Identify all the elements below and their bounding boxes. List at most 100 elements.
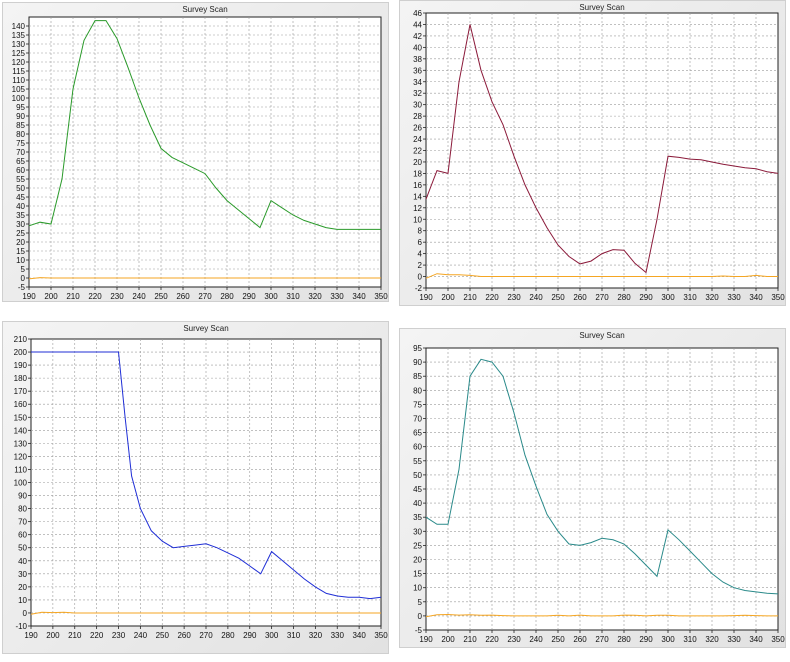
y-tick-label: 10	[16, 256, 25, 265]
y-tick-label: 20	[16, 238, 25, 247]
baseline-series-line	[28, 277, 381, 280]
x-tick-label: 210	[463, 293, 477, 302]
x-tick-label: 250	[154, 292, 168, 301]
x-tick-label: 190	[419, 293, 433, 302]
y-tick-label: 60	[16, 166, 25, 175]
x-tick-label: 350	[374, 292, 388, 301]
x-tick-label: 230	[507, 635, 521, 644]
x-tick-label: 290	[243, 631, 257, 640]
y-tick-label: 45	[16, 193, 25, 202]
y-tick-label: -5	[415, 626, 423, 635]
y-tick-label: 80	[413, 386, 422, 395]
y-tick-label: 160	[14, 400, 28, 409]
y-tick-label: 20	[18, 583, 27, 592]
baseline-series-line	[425, 273, 778, 279]
y-tick-label: 30	[413, 101, 422, 110]
y-tick-label: 75	[16, 139, 25, 148]
x-tick-label: 270	[198, 292, 212, 301]
y-tick-label: 90	[16, 112, 25, 121]
series-line	[425, 24, 779, 274]
x-tick-label: 190	[22, 292, 36, 301]
y-tick-label: 150	[14, 413, 28, 422]
x-tick-label: 260	[573, 635, 587, 644]
x-tick-label: 320	[309, 631, 323, 640]
y-tick-label: 16	[413, 181, 422, 190]
y-tick-label: 20	[413, 556, 422, 565]
y-tick-label: 4	[418, 250, 423, 259]
y-tick-label: 40	[413, 43, 422, 52]
x-tick-label: 290	[639, 293, 653, 302]
y-tick-label: 0	[418, 612, 423, 621]
y-tick-label: 65	[413, 429, 422, 438]
y-tick-label: 26	[413, 124, 422, 133]
y-tick-label: 60	[18, 531, 27, 540]
y-tick-label: 80	[18, 505, 27, 514]
x-tick-label: 290	[639, 635, 653, 644]
x-tick-label: 330	[331, 631, 345, 640]
x-tick-label: 200	[46, 631, 60, 640]
y-tick-label: 210	[14, 335, 28, 344]
y-tick-label: 125	[12, 49, 26, 58]
y-tick-label: 100	[14, 479, 28, 488]
x-tick-label: 300	[661, 293, 675, 302]
y-tick-label: 115	[12, 67, 25, 76]
x-tick-label: 260	[177, 631, 191, 640]
chart-panel-bottom-left: Survey Scan 190 200 210 220 230 240 250 260 270 28…	[2, 321, 389, 654]
plot-area	[30, 338, 382, 627]
y-tick-label: 18	[413, 169, 422, 178]
y-tick-label: 45	[413, 485, 422, 494]
x-tick-label: 330	[727, 293, 741, 302]
x-tick-label: 300	[661, 635, 675, 644]
y-tick-label: 25	[413, 541, 422, 550]
y-tick-label: 0	[23, 609, 28, 618]
x-tick-label: 320	[705, 293, 719, 302]
y-tick-label: 10	[18, 596, 27, 605]
x-tick-label: 290	[242, 292, 256, 301]
x-tick-label: 210	[463, 635, 477, 644]
x-tick-label: 280	[617, 293, 631, 302]
y-tick-label: 25	[16, 229, 25, 238]
x-tick-label: 250	[156, 631, 170, 640]
x-tick-label: 350	[771, 293, 785, 302]
y-tick-label: 200	[14, 348, 28, 357]
y-tick-label: 20	[413, 158, 422, 167]
y-tick-label: 85	[413, 372, 422, 381]
y-tick-label: 24	[413, 135, 422, 144]
y-tick-label: 2	[418, 261, 423, 270]
x-tick-label: 230	[110, 292, 124, 301]
y-tick-label: 35	[16, 211, 25, 220]
y-tick-label: 30	[18, 570, 27, 579]
x-tick-label: 350	[374, 631, 388, 640]
y-tick-label: 130	[12, 40, 26, 49]
x-tick-label: 270	[199, 631, 213, 640]
y-tick-label: 6	[418, 238, 423, 247]
y-tick-label: 32	[413, 89, 422, 98]
y-tick-label: 55	[413, 457, 422, 466]
y-tick-label: 75	[413, 400, 422, 409]
x-tick-label: 300	[264, 292, 278, 301]
x-tick-label: 320	[705, 635, 719, 644]
y-tick-label: 28	[413, 112, 422, 121]
y-tick-label: 50	[16, 184, 25, 193]
x-tick-label: 200	[44, 292, 58, 301]
series-line	[425, 358, 779, 595]
chart-panel-top-right: Survey Scan 190 200 210 220 230 240 250 260 270 28…	[399, 0, 786, 306]
x-tick-label: 200	[441, 635, 455, 644]
y-tick-label: 120	[12, 58, 26, 67]
y-tick-label: 65	[16, 157, 25, 166]
x-tick-label: 220	[90, 631, 104, 640]
x-tick-label: 220	[485, 635, 499, 644]
x-tick-label: 250	[551, 293, 565, 302]
chart-title: Survey Scan	[182, 5, 227, 14]
x-tick-label: 330	[330, 292, 344, 301]
x-tick-label: 330	[727, 635, 741, 644]
baseline-series-line	[30, 611, 381, 615]
x-tick-label: 240	[134, 631, 148, 640]
chart-panel-top-left: Survey Scan 190 200 210 220 230 240 250 260 270 28…	[2, 2, 389, 302]
y-tick-label: 42	[413, 32, 422, 41]
y-tick-label: 8	[418, 227, 423, 236]
y-tick-label: 30	[413, 527, 422, 536]
y-tick-label: 180	[14, 374, 28, 383]
